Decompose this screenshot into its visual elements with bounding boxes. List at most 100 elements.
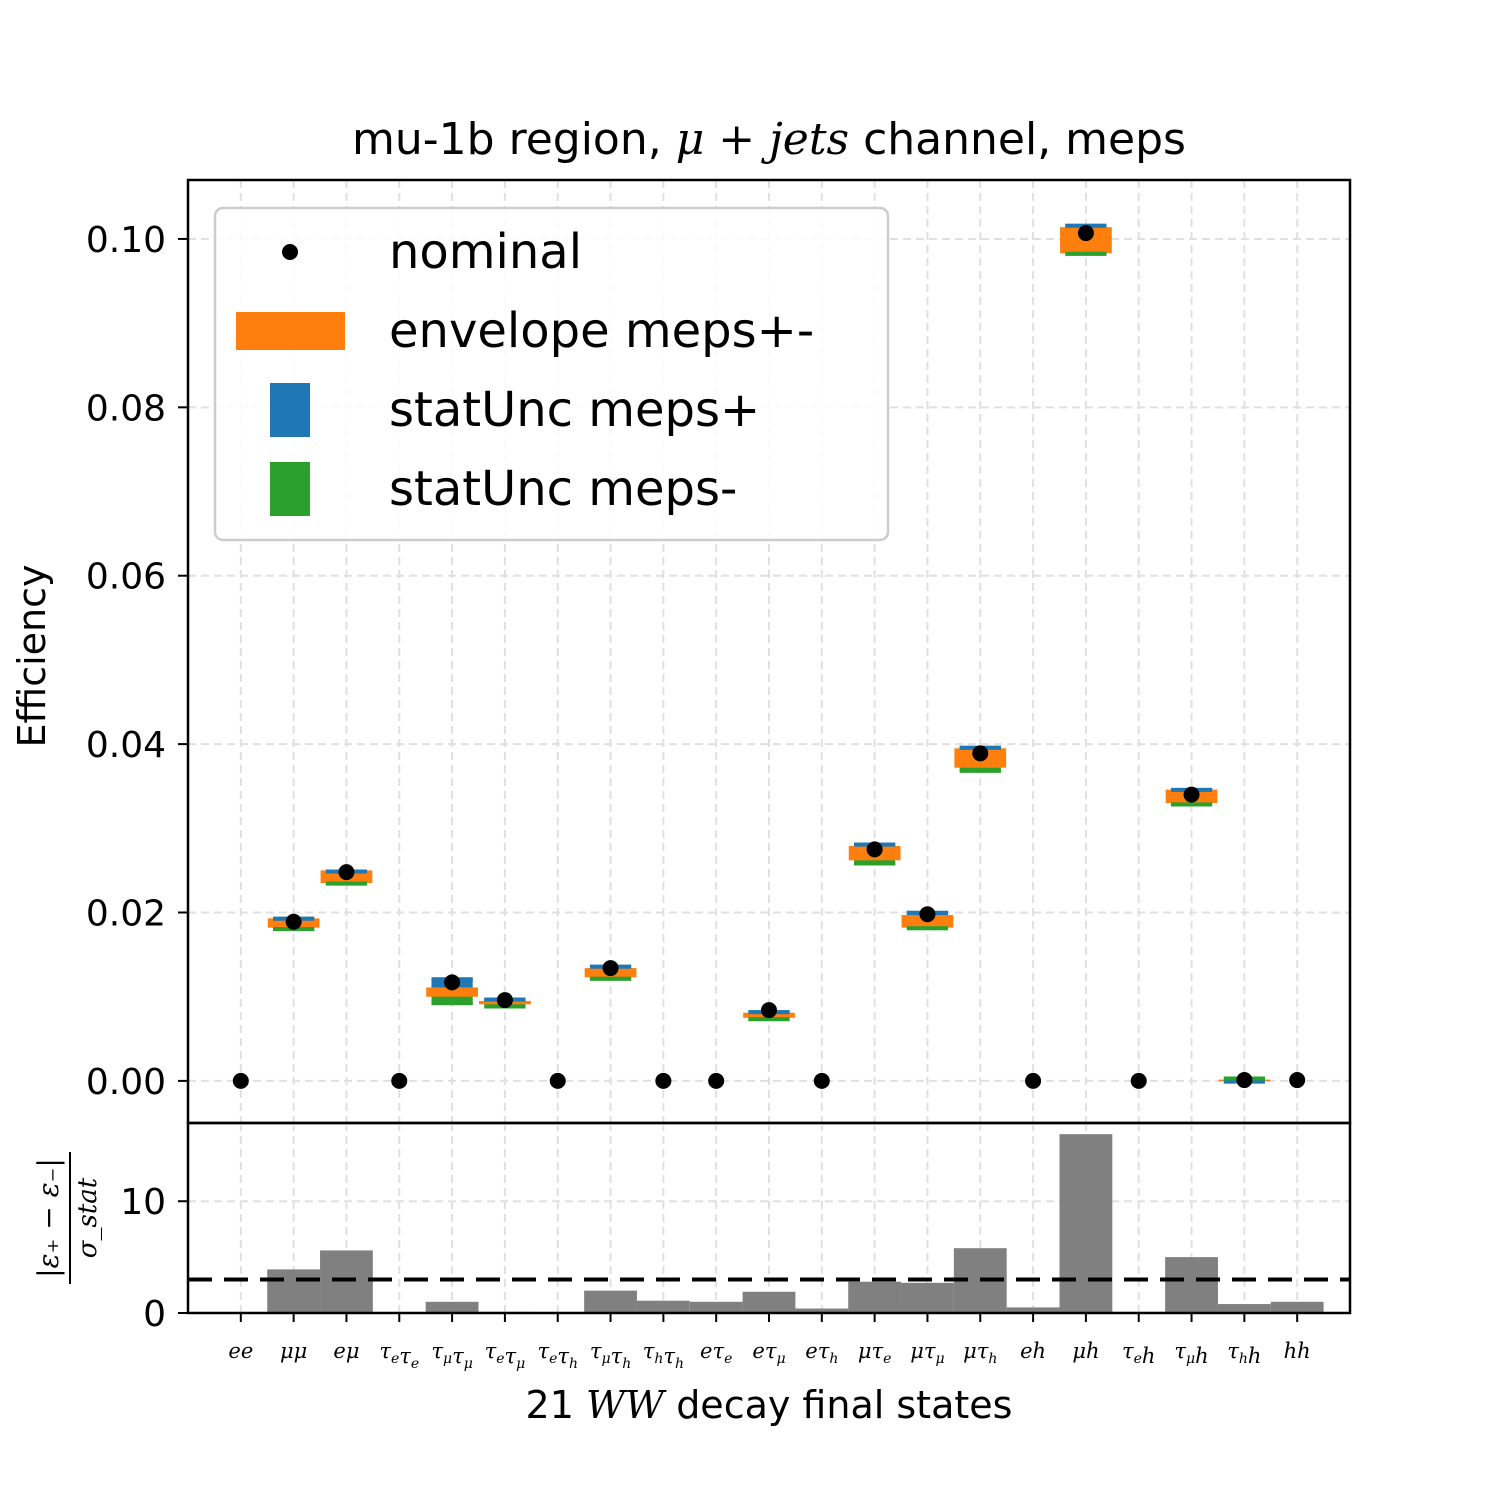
ratio-bar	[267, 1269, 321, 1313]
x-tick-label: τμτh	[590, 1339, 631, 1372]
ratio-bar	[636, 1300, 690, 1313]
top-y-tick-label: 0.06	[86, 557, 166, 598]
x-axis-label-suffix: decay final states	[664, 1383, 1012, 1427]
nominal-point	[1289, 1072, 1306, 1089]
nominal-point	[761, 1002, 777, 1019]
x-tick-label: μτh	[963, 1339, 997, 1367]
ratio-bar	[901, 1282, 954, 1313]
x-tick-label: μh	[1072, 1339, 1099, 1363]
nominal-point	[391, 1072, 408, 1089]
ratio-bar	[742, 1291, 796, 1313]
stat-minus-box	[854, 856, 896, 866]
bottom-y-label-denominator: σ_stat	[73, 1177, 103, 1258]
ratio-bar	[584, 1290, 637, 1313]
x-axis-label-prefix: 21	[526, 1383, 586, 1427]
ratio-bar	[795, 1308, 849, 1313]
chart-title-suffix: channel, meps	[849, 114, 1186, 165]
x-tick-label: eτμ	[752, 1339, 785, 1367]
nominal-point	[708, 1072, 725, 1089]
legend-frame	[213, 206, 890, 542]
top-y-tick-label: 0.02	[86, 894, 166, 935]
ratio-bar	[1165, 1257, 1218, 1313]
stat-minus-cap	[325, 881, 368, 886]
legend-label-stat_plus: statUnc meps+	[389, 382, 760, 438]
chart-title-prefix: mu-1b region,	[352, 114, 676, 165]
x-axis-label-math: WW	[586, 1383, 667, 1427]
legend-marker-stat_minus	[270, 462, 310, 516]
ratio-bar	[689, 1301, 743, 1313]
stat-minus-cap	[1065, 251, 1107, 256]
nominal-point	[813, 1072, 830, 1089]
x-axis-label: 21 WW decay final states	[526, 1383, 1013, 1427]
x-tick-label: μτμ	[910, 1339, 944, 1367]
ratio-bar	[1217, 1304, 1271, 1313]
bottom-y-tick-label: 10	[120, 1182, 166, 1223]
top-y-tick-label: 0.10	[86, 220, 166, 261]
ratio-bar	[1006, 1307, 1060, 1313]
x-tick-label: τeτh	[537, 1339, 578, 1372]
nominal-point	[866, 841, 883, 858]
x-tick-label: τhτh	[643, 1339, 684, 1372]
stat-minus-cap	[959, 768, 1001, 773]
x-tick-label: τμh	[1174, 1339, 1208, 1368]
nominal-point	[285, 913, 302, 930]
x-tick-label: μτe	[858, 1339, 892, 1367]
stat-minus-cap	[431, 1001, 473, 1006]
x-tick-label: τhh	[1227, 1339, 1261, 1368]
top-y-tick-label: 0.08	[86, 388, 166, 429]
nominal-point	[602, 960, 619, 977]
legend-label-envelope: envelope meps+-	[389, 303, 814, 359]
x-tick-label: τeτe	[379, 1339, 419, 1372]
nominal-point	[1025, 1072, 1042, 1089]
ratio-bar	[848, 1281, 902, 1313]
stat-minus-cap	[906, 926, 949, 931]
stat-minus-cap	[748, 1017, 790, 1022]
x-tick-label: hh	[1284, 1339, 1311, 1363]
nominal-point	[655, 1072, 672, 1089]
stat-minus-box	[959, 764, 1001, 773]
x-tick-label: τeh	[1122, 1339, 1155, 1368]
x-tick-label: τμτμ	[431, 1339, 472, 1372]
legend-marker-stat_plus	[270, 383, 310, 437]
x-tick-label: μμ	[280, 1339, 307, 1363]
legend-marker-envelope	[236, 312, 345, 350]
envelope-box	[426, 987, 478, 997]
nominal-point	[232, 1072, 249, 1089]
bottom-y-axis-label: |ε₊ − ε₋| σ_stat	[32, 1152, 103, 1284]
nominal-point	[1183, 786, 1200, 803]
nominal-point	[1077, 225, 1094, 242]
nominal-point	[338, 864, 355, 881]
chart-title-math: μ + jets	[676, 114, 849, 165]
nominal-point	[919, 906, 936, 923]
x-tick-label: eτh	[805, 1339, 838, 1367]
bottom-y-tick-label: 0	[143, 1294, 166, 1335]
x-tick-label: eμ	[333, 1339, 359, 1363]
bottom-y-axis: 0 10	[120, 1182, 188, 1335]
bottom-y-label-numerator: |ε₊ − ε₋|	[32, 1158, 65, 1278]
top-y-tick-label: 0.04	[86, 725, 166, 766]
nominal-point	[444, 974, 461, 991]
top-y-axis-label: Efficiency	[10, 564, 54, 747]
stat-minus-cap	[1170, 802, 1213, 807]
top-marks	[232, 223, 1306, 1089]
nominal-point	[549, 1072, 566, 1089]
legend-marker-nominal	[282, 244, 298, 260]
x-tick-label: ee	[228, 1339, 253, 1363]
x-tick-label: eτe	[700, 1339, 732, 1367]
ratio-bar	[425, 1301, 479, 1313]
x-tick-label: eh	[1020, 1339, 1046, 1363]
nominal-point	[1130, 1072, 1147, 1089]
ratio-bar	[1059, 1134, 1113, 1313]
ratio-bar	[320, 1250, 373, 1313]
nominal-point	[972, 745, 989, 762]
nominal-point	[496, 992, 513, 1009]
legend: nominal envelope meps+- statUnc meps+ statU…	[213, 206, 890, 542]
ratio-bar	[1270, 1301, 1324, 1313]
top-y-tick-label: 0.00	[86, 1062, 166, 1103]
top-y-axis: 0.00 0.02 0.04 0.06 0.08 0.10	[86, 220, 188, 1103]
stat-minus-cap	[854, 861, 896, 866]
x-tick-label: τeτμ	[485, 1339, 526, 1372]
legend-label-nominal: nominal	[389, 224, 582, 280]
